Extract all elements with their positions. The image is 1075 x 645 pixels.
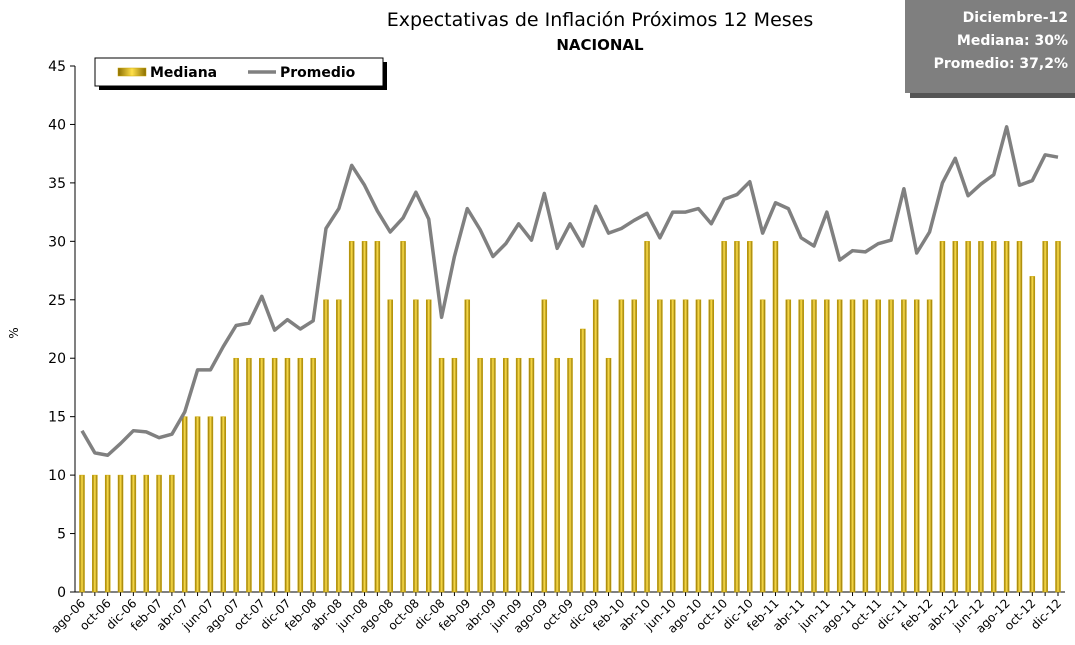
bar — [541, 299, 548, 593]
bar — [336, 299, 342, 593]
bar — [361, 241, 368, 593]
bar — [1029, 276, 1036, 593]
bar — [901, 299, 907, 593]
bar — [117, 474, 124, 593]
bar — [875, 299, 881, 593]
bar — [79, 474, 85, 593]
bar — [913, 299, 920, 593]
bar — [528, 357, 535, 593]
bar — [657, 299, 663, 593]
bar — [169, 474, 175, 593]
bar — [939, 241, 946, 593]
bar — [811, 299, 817, 593]
bar — [592, 299, 599, 593]
annotation-text: Diciembre-12 — [963, 10, 1068, 26]
bar — [284, 357, 291, 593]
bar — [246, 357, 252, 593]
bar — [259, 357, 265, 593]
chart-title: Expectativas de Inflación Próximos 12 Me… — [387, 9, 814, 31]
bar — [605, 357, 612, 593]
bar — [965, 241, 971, 593]
bar — [477, 357, 483, 593]
bar — [721, 241, 727, 593]
bar — [991, 241, 997, 593]
bar — [952, 241, 959, 593]
bar — [836, 299, 843, 593]
bar — [734, 241, 740, 593]
bar — [297, 357, 304, 593]
bar — [567, 357, 573, 593]
annotation-box — [905, 0, 1075, 93]
bar — [156, 474, 162, 593]
chart-subtitle: NACIONAL — [556, 36, 644, 54]
bar — [207, 416, 214, 593]
legend-swatch — [117, 67, 147, 77]
y-tick-label: 35 — [48, 176, 66, 192]
y-tick-label: 20 — [48, 351, 66, 367]
bar — [580, 328, 586, 593]
bar — [669, 299, 676, 593]
bar — [849, 299, 856, 593]
bar — [926, 299, 933, 593]
y-tick-label: 5 — [57, 527, 66, 543]
bar — [323, 299, 329, 593]
bar — [425, 299, 432, 593]
bar — [387, 299, 393, 593]
y-axis-label: % — [7, 327, 21, 338]
bar — [888, 299, 894, 593]
y-tick-label: 45 — [48, 59, 66, 75]
bar — [92, 474, 98, 593]
bar — [644, 241, 650, 593]
bar — [194, 416, 201, 593]
bar — [413, 299, 419, 593]
bar — [798, 299, 804, 593]
y-tick-label: 25 — [48, 293, 66, 309]
annotation-text: Mediana: 30% — [957, 33, 1068, 49]
bar — [181, 416, 188, 593]
bar — [348, 241, 355, 593]
bar — [682, 299, 689, 593]
bar — [772, 241, 779, 593]
bar — [862, 299, 869, 593]
bar — [747, 241, 753, 593]
y-tick-label: 10 — [48, 468, 66, 484]
bar — [374, 241, 381, 593]
bar — [515, 357, 522, 593]
bar — [708, 299, 715, 593]
bar — [503, 357, 509, 593]
bar — [1042, 241, 1048, 593]
legend-label: Promedio — [280, 65, 356, 81]
bar — [695, 299, 702, 593]
y-tick-label: 0 — [57, 585, 66, 601]
bar — [464, 299, 471, 593]
bar — [554, 357, 560, 593]
annotation-text: Promedio: 37,2% — [934, 56, 1068, 72]
bar — [759, 299, 766, 593]
bar — [1016, 241, 1023, 593]
y-tick-label: 15 — [48, 410, 66, 426]
bar — [490, 357, 496, 593]
bar — [631, 299, 637, 593]
bar — [233, 357, 239, 593]
bar — [785, 299, 792, 593]
bar — [451, 357, 458, 593]
y-tick-label: 40 — [48, 117, 66, 133]
bar — [104, 474, 111, 593]
bar — [1055, 241, 1061, 593]
y-tick-label: 30 — [48, 234, 66, 250]
bar — [400, 241, 406, 593]
bar — [220, 416, 227, 593]
bar — [824, 299, 830, 593]
bar — [1003, 241, 1010, 593]
line — [80, 125, 1059, 457]
bar — [130, 474, 137, 593]
bar — [978, 241, 984, 593]
bar — [310, 357, 316, 593]
bar — [438, 357, 445, 593]
bar — [143, 474, 149, 593]
bar — [271, 357, 278, 593]
bar — [618, 299, 625, 593]
legend-label: Mediana — [150, 65, 217, 81]
